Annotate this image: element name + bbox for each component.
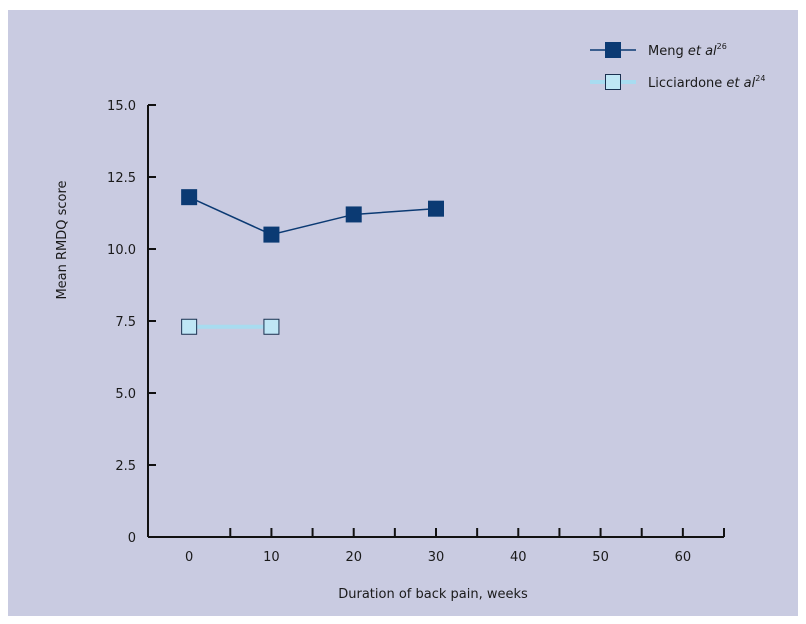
legend: Meng et al26 Licciardone et al24 — [590, 42, 765, 91]
legend-marker — [605, 74, 621, 90]
series-line — [188, 196, 437, 236]
data-point — [345, 206, 362, 223]
legend-label: Meng et al26 — [648, 42, 727, 59]
data-point — [263, 226, 280, 243]
x-tick-label: 20 — [345, 550, 362, 565]
y-tick-label: 7.5 — [115, 315, 136, 330]
x-tick-label: 30 — [428, 550, 445, 565]
legend-label: Licciardone et al24 — [648, 74, 765, 91]
y-tick-label: 15.0 — [107, 99, 136, 114]
x-tick-label: 0 — [185, 550, 193, 565]
y-tick-label: 0 — [128, 531, 136, 546]
x-tick-label: 60 — [675, 550, 692, 565]
axes: 0 2.5 5.0 7.5 10.0 12.5 15.0 0 10 20 30 40 50 60 — [107, 99, 725, 565]
data-point — [263, 318, 280, 335]
y-tick-label: 5.0 — [115, 387, 136, 402]
x-tick-label: 40 — [510, 550, 527, 565]
y-axis-label: Mean RMDQ score — [55, 180, 70, 299]
x-axis-label: Duration of back pain, weeks — [338, 587, 528, 602]
legend-marker — [605, 42, 621, 58]
x-tick-label: 50 — [592, 550, 609, 565]
y-tick-label: 2.5 — [115, 459, 136, 474]
series-layer — [181, 189, 444, 335]
data-point — [181, 318, 198, 335]
chart: 0 2.5 5.0 7.5 10.0 12.5 15.0 0 10 20 30 40 50 60 Meng… — [55, 42, 765, 602]
y-tick-label: 10.0 — [107, 243, 136, 258]
chart-panel: 0 2.5 5.0 7.5 10.0 12.5 15.0 0 10 20 30 40 50 60 Meng… — [8, 10, 798, 616]
y-tick-label: 12.5 — [107, 171, 136, 186]
data-point — [428, 200, 444, 217]
data-point — [181, 189, 198, 206]
x-tick-label: 10 — [263, 550, 280, 565]
